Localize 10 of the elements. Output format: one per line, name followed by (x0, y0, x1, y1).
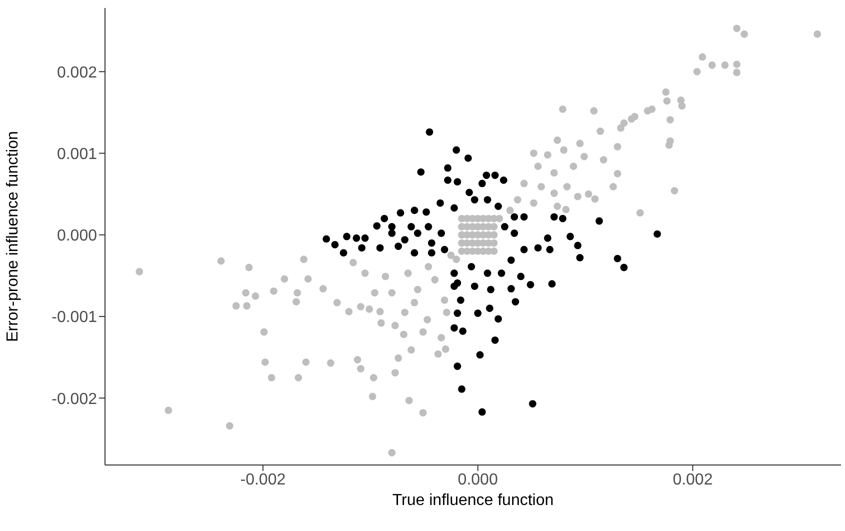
y-tick-label: 0.001 (56, 146, 98, 163)
x-axis-title: True influence function (392, 492, 554, 509)
x-tick-label: 0.002 (672, 471, 713, 488)
y-axis-title: Error-prone influence function (4, 131, 22, 342)
x-tick-label: 0.000 (458, 471, 498, 488)
x-tick-label: -0.002 (240, 471, 286, 488)
y-tick-label: 0.002 (56, 64, 98, 82)
y-tick-label: -0.001 (52, 309, 98, 326)
y-tick-label: 0.000 (56, 228, 98, 245)
y-tick-label: -0.002 (52, 390, 98, 408)
